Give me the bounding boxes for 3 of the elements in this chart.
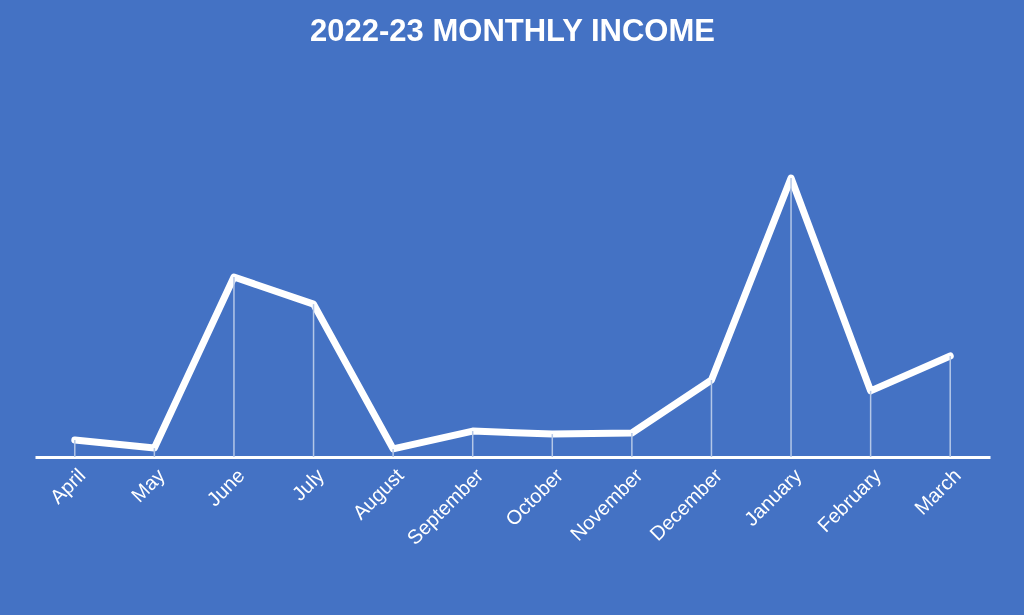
- chart-title: 2022-23 MONTHLY INCOME: [310, 12, 715, 48]
- x-tick-label: May: [126, 464, 170, 507]
- x-tick-label: July: [287, 464, 329, 505]
